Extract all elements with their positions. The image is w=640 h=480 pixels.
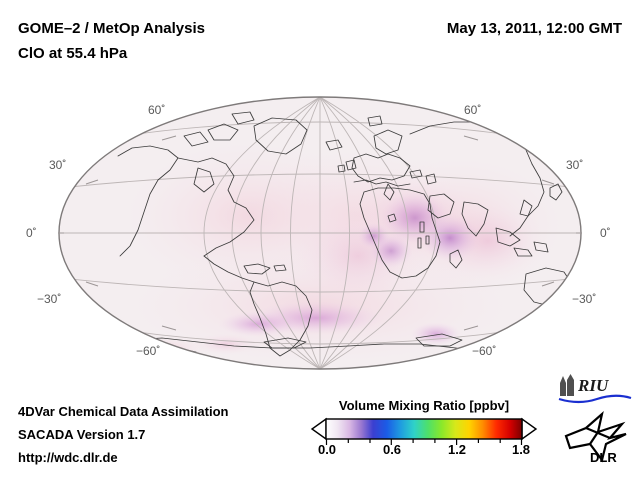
colorbar-bar xyxy=(325,418,523,440)
lat-label-right-m30: −30˚ xyxy=(572,292,597,306)
lat-label-left-m60: −60˚ xyxy=(136,344,161,358)
dlr-wordmark: DLR xyxy=(590,450,617,465)
credit-line-version: SACADA Version 1.7 xyxy=(18,427,146,442)
lat-label-right-30: 30˚ xyxy=(566,158,584,172)
colorbar-tick-3: 1.8 xyxy=(511,442,531,457)
page-subtitle: ClO at 55.4 hPa xyxy=(18,45,128,62)
lat-label-left-m30: −30˚ xyxy=(37,292,62,306)
credit-line-method: 4DVar Chemical Data Assimilation xyxy=(18,404,229,419)
graticule-meridians xyxy=(203,97,437,369)
map-globe-svg xyxy=(58,96,582,370)
map-panel: 60˚ 30˚ 0˚ −30˚ −60˚ 60˚ 30˚ 0˚ −30˚ −60… xyxy=(0,80,640,380)
header-title-block: GOME–2 / MetOp Analysis ClO at 55.4 hPa xyxy=(18,16,205,66)
credit-line-url[interactable]: http://wdc.dlr.de xyxy=(18,450,118,465)
header-timestamp: May 13, 2011, 12:00 GMT xyxy=(446,20,622,37)
colorbar-tick-labels: 0.0 0.6 1.2 1.8 xyxy=(310,442,538,462)
dlr-mark-icon xyxy=(564,410,627,463)
riu-mark-icon xyxy=(560,374,574,396)
riu-logo: RIU xyxy=(557,374,633,404)
graticule-tick-stubs xyxy=(58,135,582,331)
map-globe xyxy=(58,96,582,370)
lat-label-left-60: 60˚ xyxy=(148,103,166,117)
riu-wordmark: RIU xyxy=(577,376,609,395)
lat-label-left-0: 0˚ xyxy=(26,226,37,240)
colorbar-title: Volume Mixing Ratio [ppbv] xyxy=(338,398,510,413)
lat-label-right-0: 0˚ xyxy=(600,226,611,240)
colorbar-tick-1: 0.6 xyxy=(382,442,402,457)
lat-label-left-30: 30˚ xyxy=(49,158,67,172)
lat-label-right-m60: −60˚ xyxy=(472,344,497,358)
colorbar-tick-0: 0.0 xyxy=(317,442,337,457)
footer-credits: 4DVar Chemical Data Assimilation SACADA … xyxy=(18,400,229,469)
riu-logo-svg: RIU xyxy=(558,374,632,404)
dlr-logo: DLR xyxy=(562,410,634,466)
colorbar-extend-right xyxy=(521,417,538,441)
colorbar-gradient xyxy=(310,417,538,441)
colorbar-tick-2: 1.2 xyxy=(447,442,467,457)
data-field xyxy=(118,138,568,366)
page-title: GOME–2 / MetOp Analysis xyxy=(18,20,205,37)
colorbar: Volume Mixing Ratio [ppbv] xyxy=(310,398,550,468)
colorbar-ticks xyxy=(325,439,523,445)
riu-wave-icon xyxy=(558,394,632,404)
dlr-logo-svg: DLR xyxy=(564,410,627,465)
colorbar-extend-left xyxy=(310,417,327,441)
lat-label-right-60: 60˚ xyxy=(464,103,482,117)
